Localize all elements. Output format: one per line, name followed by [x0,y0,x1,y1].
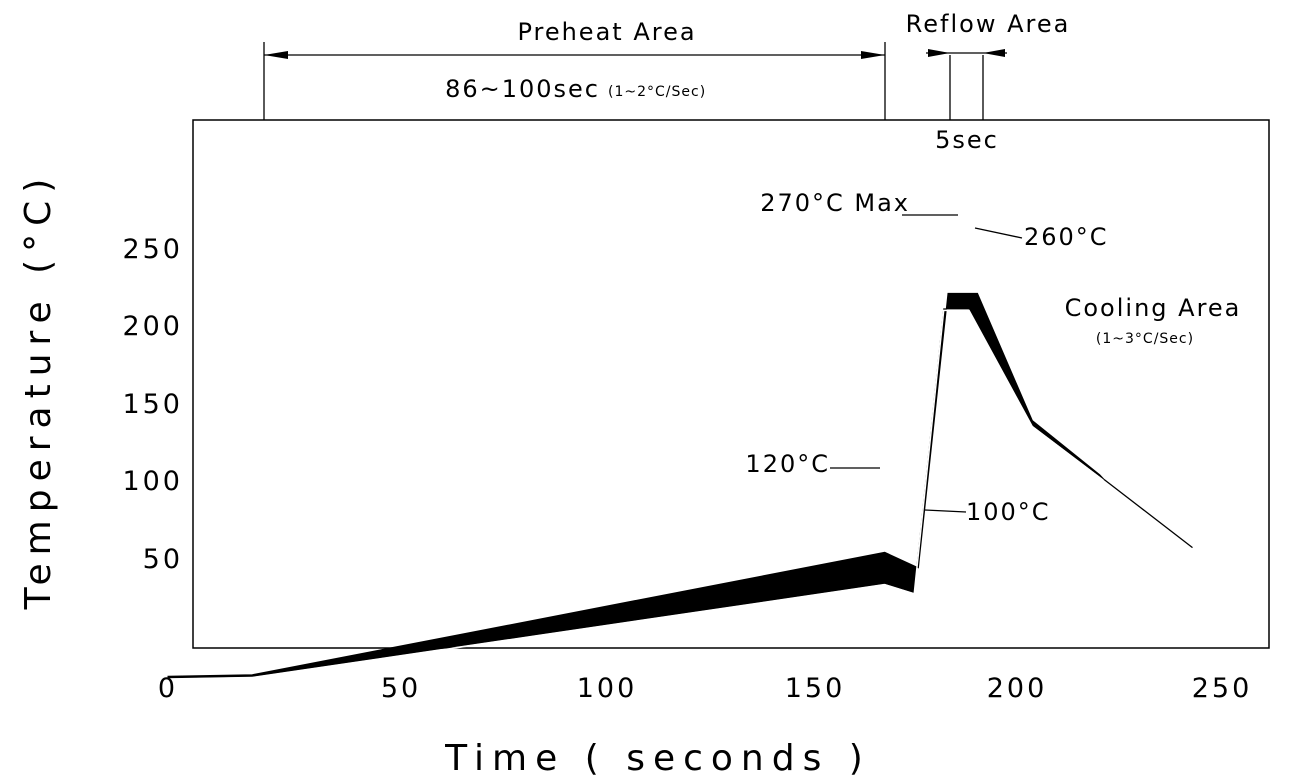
reflow-time-label: 5sec [935,126,999,154]
profile-lower-edge [167,309,1105,681]
y-tick-label: 50 [143,544,183,575]
x-tick-label: 0 [158,673,178,704]
profile-band [167,292,1105,679]
y-tick-label: 200 [122,311,183,342]
plot-frame [192,119,1270,649]
y-tick-label: 250 [122,234,183,265]
preheat-low-label: 100°C [966,498,1051,526]
reflow-dimension [926,49,1007,120]
preheat-dimension [263,42,886,120]
preheat-low-leader [924,509,967,513]
y-axis-title: Temperature (°C) [18,171,59,611]
x-tick-label: 200 [987,673,1048,704]
max-temp-label: 270°C Max [760,189,910,217]
cooling-area-label: Cooling Area [1065,294,1242,322]
preheat-area-label: Preheat Area [517,18,696,46]
y-tick-labels: 50 100 150 200 250 [122,234,183,575]
cooling-extension-line [1103,478,1193,549]
preheat-rate-label: (1~2°C/Sec) [608,84,706,100]
x-tick-label: 250 [1192,673,1253,704]
x-tick-label: 100 [577,673,638,704]
peak-temp-leader [974,227,1023,239]
x-axis-title: Time ( seconds ) [444,738,871,779]
x-tick-label: 50 [381,673,421,704]
preheat-high-label: 120°C [745,450,830,478]
y-tick-label: 100 [122,466,183,497]
peak-temp-label: 260°C [1024,223,1109,251]
preheat-time-label: 86~100sec [445,75,600,103]
reflow-area-label: Reflow Area [906,10,1071,38]
x-tick-label: 150 [785,673,846,704]
x-tick-labels: 0 50 100 150 200 250 [158,673,1253,704]
cooling-rate-label: (1~3°C/Sec) [1096,331,1194,347]
y-tick-label: 150 [122,389,183,420]
